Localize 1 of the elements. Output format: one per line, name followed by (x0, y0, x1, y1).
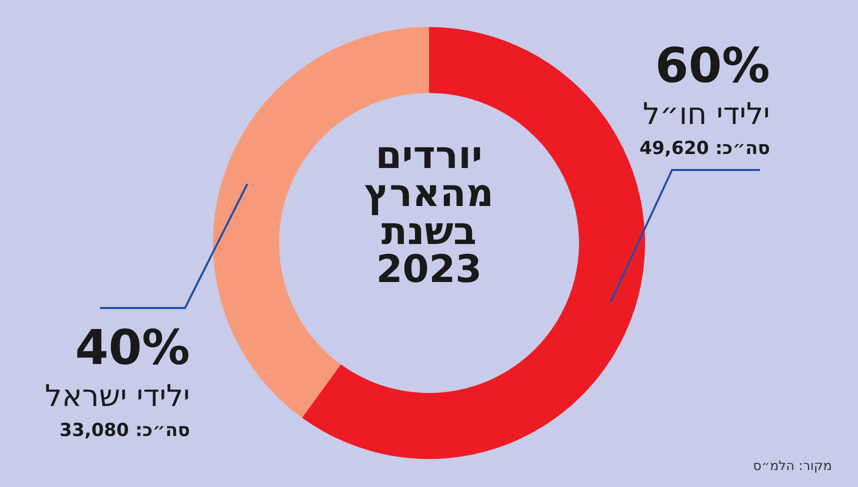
text: מקור: הלמ״ס (753, 459, 832, 474)
